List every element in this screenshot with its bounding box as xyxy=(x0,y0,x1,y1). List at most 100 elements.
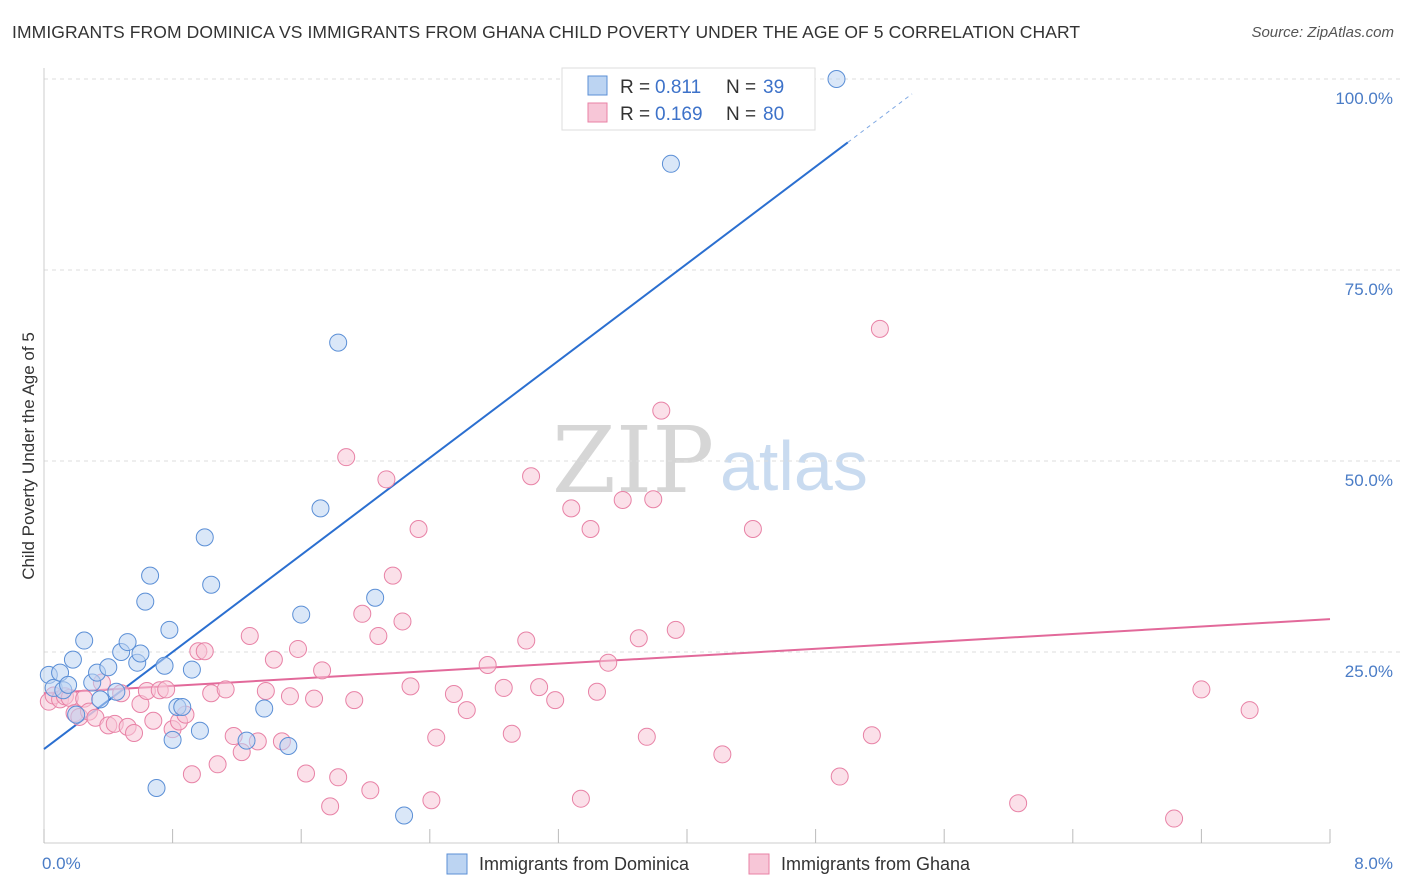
legend-swatch-dominica xyxy=(587,75,608,96)
y-tick-label-100: 100.0% xyxy=(1335,89,1393,108)
bottom-legend-label-dominica: Immigrants from Dominica xyxy=(479,854,690,874)
x-tick-label-min: 0.0% xyxy=(42,854,81,873)
ghana-point-69 xyxy=(599,653,618,672)
ghana-point-81 xyxy=(1009,794,1028,813)
dominica-point-16 xyxy=(131,644,150,663)
y-tick-label-50: 50.0% xyxy=(1345,471,1393,490)
ghana-point-41 xyxy=(313,661,332,680)
dominica-point-6 xyxy=(67,705,86,724)
ghana-point-80 xyxy=(870,319,889,338)
ghana-point-38 xyxy=(288,639,307,658)
ghana-point-65 xyxy=(562,499,581,518)
y-tick-label-25: 25.0% xyxy=(1345,662,1393,681)
ghana-point-32 xyxy=(240,626,259,645)
ghana-point-18 xyxy=(144,711,163,730)
ghana-point-47 xyxy=(361,781,380,800)
dominica-point-36 xyxy=(395,806,414,825)
dominica-point-4 xyxy=(59,675,78,694)
legend-r-value-ghana: 0.169 xyxy=(655,104,703,125)
dominica-point-19 xyxy=(147,778,166,797)
ghana-point-49 xyxy=(377,470,396,489)
dominica-point-27 xyxy=(195,528,214,547)
dominica-point-10 xyxy=(91,690,110,709)
ghana-point-61 xyxy=(517,631,536,650)
data-points xyxy=(39,70,1259,828)
dominica-point-17 xyxy=(136,592,155,611)
ghana-point-83 xyxy=(1192,680,1211,699)
watermark-zip: ZIP xyxy=(552,407,714,514)
ghana-point-39 xyxy=(297,764,316,783)
dominica-point-34 xyxy=(329,333,348,352)
ghana-point-54 xyxy=(422,791,441,810)
ghana-point-50 xyxy=(383,566,402,585)
legend-r-value-dominica: 0.811 xyxy=(655,77,701,98)
ghana-point-72 xyxy=(637,727,656,746)
ghana-point-42 xyxy=(321,797,340,816)
ghana-point-37 xyxy=(280,687,299,706)
ghana-point-53 xyxy=(409,519,428,538)
dominica-point-33 xyxy=(311,499,330,518)
ghana-point-35 xyxy=(264,650,283,669)
ghana-point-48 xyxy=(369,626,388,645)
ghana-point-55 xyxy=(427,728,446,747)
ghana-point-56 xyxy=(444,685,463,704)
ghana-point-78 xyxy=(830,767,849,786)
axes xyxy=(43,68,1331,844)
ghana-point-60 xyxy=(502,724,521,743)
dominica-point-12 xyxy=(107,682,126,701)
ghana-point-20 xyxy=(157,680,176,699)
ghana-point-28 xyxy=(208,755,227,774)
ghana-point-52 xyxy=(401,677,420,696)
ghana-point-70 xyxy=(613,490,632,509)
ghana-point-73 xyxy=(644,490,663,509)
legend: R = 0.811 N = 39 R = 0.169 N = 80 xyxy=(561,67,816,131)
ghana-point-64 xyxy=(546,691,565,710)
ghana-point-75 xyxy=(666,620,685,639)
trend-lines xyxy=(43,93,1331,750)
dominica-point-11 xyxy=(99,658,118,677)
dominica-point-30 xyxy=(255,699,274,718)
ghana-point-59 xyxy=(494,678,513,697)
ghana-point-84 xyxy=(1240,701,1259,720)
ghana-point-24 xyxy=(182,765,201,784)
source-credit: Source: ZipAtlas.com xyxy=(1251,24,1394,41)
ghana-point-66 xyxy=(571,789,590,808)
ghana-point-68 xyxy=(587,682,606,701)
bottom-legend-swatch-ghana xyxy=(748,853,770,875)
dominica-point-22 xyxy=(163,730,182,749)
dominica-point-35 xyxy=(366,588,385,607)
ghana-point-45 xyxy=(345,691,364,710)
ghana-point-62 xyxy=(522,467,541,486)
legend-n-value-dominica: 39 xyxy=(763,77,784,98)
ghana-point-15 xyxy=(125,723,144,742)
ghana-point-82 xyxy=(1165,809,1184,828)
bottom-legend: Immigrants from Dominica Immigrants from… xyxy=(446,853,971,875)
dominica-point-21 xyxy=(160,620,179,639)
dominica-point-24 xyxy=(173,698,192,717)
bottom-legend-label-ghana: Immigrants from Ghana xyxy=(781,854,971,874)
ghana-point-79 xyxy=(862,726,881,745)
ghana-point-57 xyxy=(457,701,476,720)
legend-r-label-dominica: R = xyxy=(620,77,655,98)
legend-n-label-dominica: N = xyxy=(726,77,761,98)
ghana-point-77 xyxy=(743,519,762,538)
gridlines xyxy=(44,78,1400,653)
dominica-point-5 xyxy=(63,650,82,669)
ghana-point-29 xyxy=(216,680,235,699)
chart-title: IMMIGRANTS FROM DOMINICA VS IMMIGRANTS F… xyxy=(12,22,1081,42)
dominica-point-38 xyxy=(827,70,846,88)
bottom-legend-swatch-dominica xyxy=(446,853,468,875)
legend-r-label-ghana: R = xyxy=(620,104,655,125)
dominica-trend-line xyxy=(43,141,849,750)
legend-n-label-ghana: N = xyxy=(726,104,761,125)
ghana-point-71 xyxy=(629,629,648,648)
ghana-point-43 xyxy=(329,768,348,787)
ghana-point-74 xyxy=(652,401,671,420)
dominica-point-20 xyxy=(155,656,174,675)
ghana-trend-line xyxy=(43,618,1331,695)
dominica-point-29 xyxy=(237,731,256,750)
x-tick-label-max: 8.0% xyxy=(1354,854,1393,873)
y-axis-title: Child Poverty Under the Age of 5 xyxy=(19,332,38,580)
dominica-point-31 xyxy=(279,736,298,755)
